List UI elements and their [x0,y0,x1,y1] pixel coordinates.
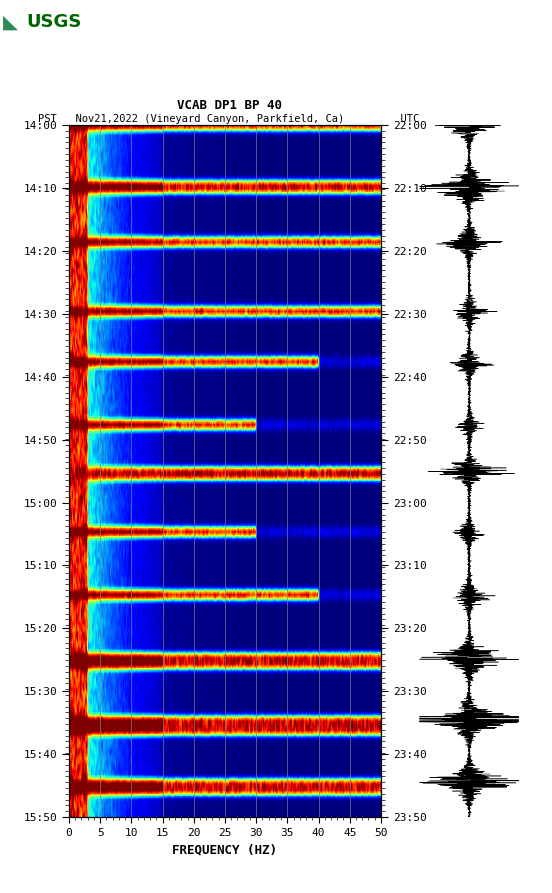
X-axis label: FREQUENCY (HZ): FREQUENCY (HZ) [172,843,278,856]
Text: PST   Nov21,2022 (Vineyard Canyon, Parkfield, Ca)         UTC: PST Nov21,2022 (Vineyard Canyon, Parkfie… [39,114,420,124]
Text: USGS: USGS [26,13,81,31]
Text: ◣: ◣ [3,13,18,32]
Text: VCAB DP1 BP 40: VCAB DP1 BP 40 [177,98,282,112]
